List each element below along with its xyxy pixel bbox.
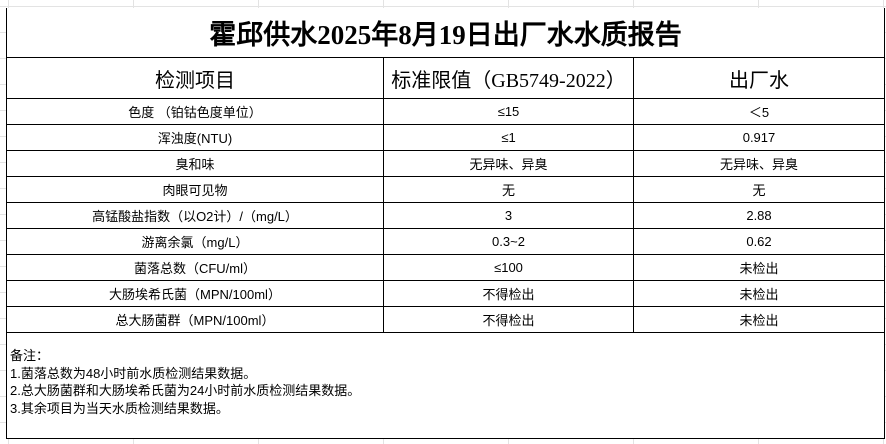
limit-cell: 不得检出 <box>384 307 634 332</box>
item-cell: 高锰酸盐指数（以O2计）/（mg/L） <box>7 203 384 228</box>
item-cell: 臭和味 <box>7 151 384 176</box>
limit-cell: 无 <box>384 177 634 202</box>
note-2: 2.总大肠菌群和大肠埃希氏菌为24小时前水质检测结果数据。 <box>10 383 361 398</box>
note-1: 1.菌落总数为48小时前水质检测结果数据。 <box>10 365 257 381</box>
limit-cell: 不得检出 <box>384 281 634 306</box>
table-row: 浑浊度(NTU) ≤1 0.917 <box>7 125 884 151</box>
limit-cell: 无异味、异臭 <box>384 151 634 176</box>
table-row: 菌落总数（CFU/ml） ≤100 未检出 <box>7 255 884 281</box>
value-cell: 0.917 <box>742 130 776 145</box>
item-cell: 肉眼可见物 <box>7 177 384 202</box>
header-standard-limit: 标准限值（GB5749-2022） <box>384 58 634 98</box>
notes-heading: 备注： <box>10 348 50 363</box>
table-body: 色度 （铂钴色度单位） ≤15 ＜5 浑浊度(NTU) ≤1 0.917 臭和味 无异味、异臭… <box>7 99 884 333</box>
limit-cell: 3 <box>384 203 634 228</box>
table-row: 总大肠菌群（MPN/100ml） 不得检出 未检出 <box>7 307 884 333</box>
table-row: 色度 （铂钴色度单位） ≤15 ＜5 <box>7 99 884 125</box>
item-cell: 色度 （铂钴色度单位） <box>7 99 384 124</box>
value-cell: 未检出 <box>739 261 779 276</box>
header-outlet-water: 出厂水 <box>729 69 789 92</box>
header-row: 检测项目 标准限值（GB5749-2022） 出厂水 <box>7 58 884 99</box>
limit-cell: ≤15 <box>384 99 634 124</box>
table-row: 肉眼可见物无无 <box>7 177 884 203</box>
item-cell: 总大肠菌群（MPN/100ml） <box>7 307 384 332</box>
table-row: 大肠埃希氏菌（MPN/100ml） 不得检出 未检出 <box>7 281 884 307</box>
value-cell: 无 <box>752 183 766 198</box>
limit-cell: ≤1 <box>384 125 634 150</box>
notes: 备注： 1.菌落总数为48小时前水质检测结果数据。 2.总大肠菌群和大肠埃希氏菌… <box>7 333 884 417</box>
value-cell: 未检出 <box>739 313 779 328</box>
table-row: 游离余氯（mg/L） 0.3~2 0.62 <box>7 229 884 255</box>
value-cell: 2.88 <box>746 208 772 223</box>
limit-cell: 0.3~2 <box>384 229 634 254</box>
table-row: 臭和味 无异味、异臭 无异味、异臭 <box>7 151 884 177</box>
item-cell: 浑浊度(NTU) <box>7 125 384 150</box>
value-cell: ＜5 <box>748 105 770 120</box>
report-sheet: 霍邱供水2025年8月19日出厂水水质报告 检测项目 标准限值（GB5749-2… <box>6 8 885 439</box>
limit-cell: ≤100 <box>384 255 634 280</box>
value-cell: 未检出 <box>739 287 779 302</box>
header-test-item: 检测项目 <box>7 58 384 98</box>
item-cell: 游离余氯（mg/L） <box>7 229 384 254</box>
item-cell: 菌落总数（CFU/ml） <box>7 255 384 280</box>
note-3: 3.其余项目为当天水质检测结果数据。 <box>10 400 229 416</box>
report-title: 霍邱供水2025年8月19日出厂水水质报告 <box>7 8 884 58</box>
value-cell: 0.62 <box>746 234 772 249</box>
value-cell: 无异味、异臭 <box>719 157 798 172</box>
item-cell: 大肠埃希氏菌（MPN/100ml） <box>7 281 384 306</box>
table-row: 高锰酸盐指数（以O2计）/（mg/L） 3 2.88 <box>7 203 884 229</box>
